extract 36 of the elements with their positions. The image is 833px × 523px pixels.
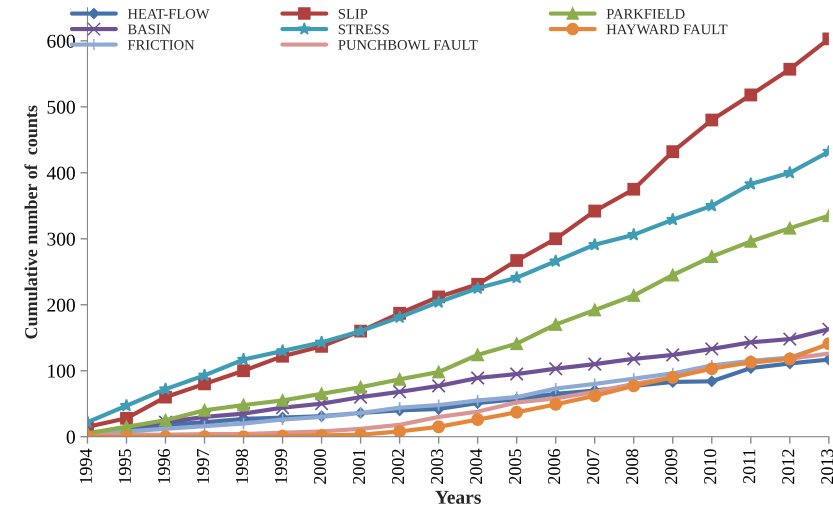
y-tick-label: 200 — [47, 298, 75, 312]
x-tick-label: 2013 — [821, 449, 833, 484]
x-tick-label: 1998 — [236, 449, 248, 484]
x-tick-label: 2002 — [392, 450, 404, 484]
y-tick-label: 500 — [48, 100, 75, 114]
y-tick-label: 100 — [48, 364, 75, 378]
legend-label: HAYWARD FAULT — [606, 24, 728, 34]
legend-label: BASIN — [128, 24, 171, 34]
y-axis-title: Cumulative number of counts — [24, 106, 38, 339]
x-tick-label: 2001 — [352, 450, 366, 484]
legend-label: FRICTION — [128, 40, 194, 50]
x-tick-label: 2012 — [782, 450, 794, 484]
legend-label: PARKFIELD — [606, 9, 685, 19]
legend-label: HEAT-FLOW — [128, 9, 210, 19]
x-tick-label: 1994 — [80, 448, 92, 484]
x-tick-label: 2004 — [470, 448, 482, 484]
y-tick-label: 400 — [46, 166, 75, 180]
x-tick-label: 1996 — [158, 449, 170, 484]
x-tick-label: 1997 — [196, 449, 210, 484]
x-axis-title: Years — [435, 490, 481, 504]
legend-label: SLIP — [338, 9, 368, 19]
legend-label: PUNCHBOWL FAULT — [338, 40, 478, 50]
legend-label: STRESS — [338, 24, 389, 34]
x-tick-label: 2005 — [509, 449, 522, 484]
x-tick-label: 1995 — [118, 449, 132, 484]
y-tick-label: 300 — [47, 232, 75, 246]
x-tick-label: 2009 — [665, 449, 678, 484]
x-tick-label: 2000 — [314, 449, 326, 484]
x-tick-label: 2006 — [548, 449, 560, 484]
x-tick-label: 2003 — [430, 449, 444, 484]
x-tick-label: 2011 — [743, 450, 756, 484]
x-tick-label: 2008 — [626, 449, 638, 484]
x-tick-label: 2010 — [704, 449, 716, 484]
x-tick-label: 1999 — [274, 449, 288, 484]
x-tick-label: 2007 — [587, 449, 600, 484]
y-tick-label: 0 — [66, 430, 75, 444]
